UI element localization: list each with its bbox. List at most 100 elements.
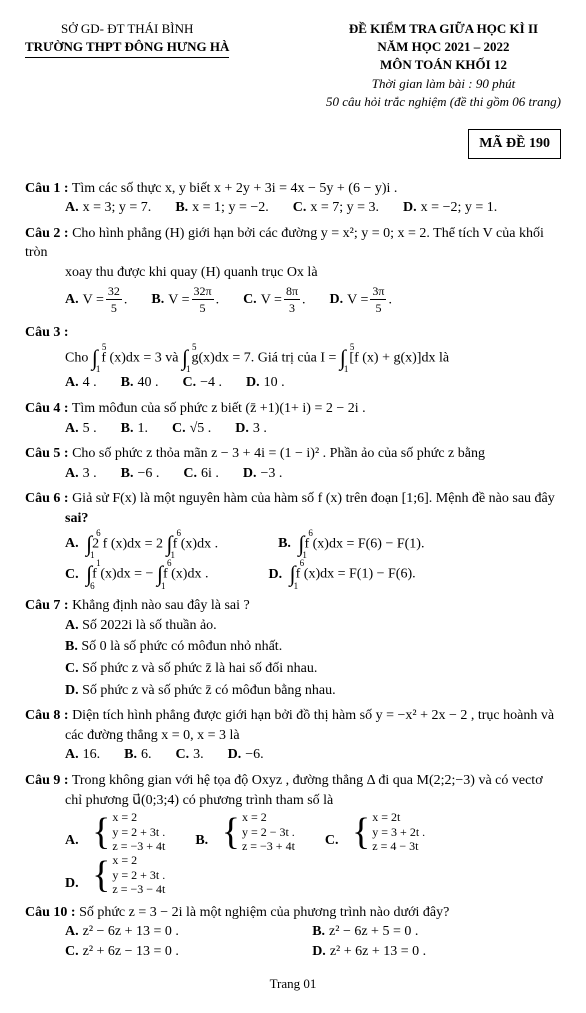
q5-label: Câu 5 : <box>25 446 69 461</box>
q3-label: Câu 3 : <box>25 325 69 340</box>
q8-label: Câu 8 : <box>25 708 69 723</box>
q4-A: A.5 . <box>65 419 97 439</box>
q1-label: Câu 1 : <box>25 181 69 196</box>
q1-B: B.x = 1; y = −2. <box>175 198 268 218</box>
q8-A: A.16. <box>65 745 100 765</box>
q7-D: D. Số phức z và số phức z̄ có môđun bằng… <box>65 681 561 701</box>
q3-options: A.4 . B.40 . C.−4 . D.10 . <box>65 373 561 393</box>
q1-C: C.x = 7; y = 3. <box>293 198 379 218</box>
q1-D: D.x = −2; y = 1. <box>403 198 497 218</box>
school: TRƯỜNG THPT ĐÔNG HƯNG HÀ <box>25 38 229 58</box>
q10-A: A.z² − 6z + 13 = 0 . <box>65 922 288 942</box>
q2-A: A.V =325. <box>65 283 127 318</box>
question-2: Câu 2 : Cho hình phẳng (H) giới hạn bởi … <box>25 224 561 317</box>
q7-options: A. Số 2022i là số thuần ảo. B. Số 0 là s… <box>65 616 561 700</box>
exam-year: NĂM HỌC 2021 – 2022 <box>326 38 561 56</box>
q4-label: Câu 4 : <box>25 401 69 416</box>
q10-C: C.z² + 6z − 13 = 0 . <box>65 942 288 962</box>
q9-text1: Trong không gian với hệ tọa độ Oxyz , đư… <box>72 773 543 788</box>
q6-text: Giả sử F(x) là một nguyên hàm của hàm số… <box>72 491 555 506</box>
q3-B: B.40 . <box>121 373 159 393</box>
q6-label: Câu 6 : <box>25 491 69 506</box>
q1-options: A.x = 3; y = 7. B.x = 1; y = −2. C.x = 7… <box>65 198 561 218</box>
q10-B: B.z² − 6z + 5 = 0 . <box>312 922 535 942</box>
question-8: Câu 8 : Diện tích hình phẳng được giới h… <box>25 706 561 765</box>
q10-text: Số phức z = 3 − 2i là một nghiệm của phư… <box>79 905 449 920</box>
q9-label: Câu 9 : <box>25 773 69 788</box>
q9-text2: chỉ phương u⃗(0;3;4) có phương trình tha… <box>65 791 561 811</box>
q9-B: B. { x = 2y = 2 − 3t .z = −3 + 4t <box>195 810 301 853</box>
q5-options: A.3 . B.−6 . C.6i . D.−3 . <box>65 464 561 484</box>
q6-C: C. ∫16f (x)dx = − ∫61f (x)dx . <box>65 559 208 590</box>
q9-D: D. { x = 2y = 2 + 3t .z = −3 − 4t <box>65 853 171 896</box>
question-10: Câu 10 : Số phức z = 3 − 2i là một nghiệ… <box>25 903 561 962</box>
q9-options: A. { x = 2y = 2 + 3t .z = −3 + 4t B. { x… <box>65 810 561 896</box>
q7-A: A. Số 2022i là số thuần ảo. <box>65 616 561 636</box>
q2-options: A.V =325. B.V =32π5. C.V =8π3. D.V =3π5. <box>65 283 561 318</box>
q4-text: Tìm môđun của số phức z biết (z̄ +1)(1+ … <box>72 401 366 416</box>
question-6: Câu 6 : Giả sử F(x) là một nguyên hàm củ… <box>25 489 561 590</box>
integral-icon: ∫51 <box>92 343 98 374</box>
q8-D: D.−6. <box>228 745 264 765</box>
question-5: Câu 5 : Cho số phức z thỏa mãn z − 3 + 4… <box>25 444 561 483</box>
q9-C: C. { x = 2ty = 3 + 2t .z = 4 − 3t <box>325 810 431 853</box>
q10-label: Câu 10 : <box>25 905 76 920</box>
q10-options: A.z² − 6z + 13 = 0 . B.z² − 6z + 5 = 0 .… <box>65 922 561 961</box>
integral-icon: ∫51 <box>340 343 346 374</box>
q5-D: D.−3 . <box>243 464 283 484</box>
q8-text1: Diện tích hình phẳng được giới hạn bởi đ… <box>72 708 554 723</box>
q2-label: Câu 2 : <box>25 226 69 241</box>
q6-A: A. ∫612 f (x)dx = 2 ∫61f (x)dx . <box>65 529 218 560</box>
q3-body: Cho ∫51 f (x)dx = 3 và ∫51 g(x)dx = 7. G… <box>65 343 561 374</box>
q7-text: Khẳng định nào sau đây là sai ? <box>72 598 250 613</box>
q5-A: A.3 . <box>65 464 97 484</box>
q4-options: A.5 . B.1. C.√5 . D.3 . <box>65 419 561 439</box>
q5-C: C.6i . <box>183 464 219 484</box>
question-3: Câu 3 : Cho ∫51 f (x)dx = 3 và ∫51 g(x)d… <box>25 323 561 393</box>
q2-text1: Cho hình phẳng (H) giới hạn bởi các đườn… <box>25 226 544 261</box>
q6-D: D. ∫61f (x)dx = F(1) − F(6). <box>268 559 415 590</box>
q6-options2: C. ∫16f (x)dx = − ∫61f (x)dx . D. ∫61f (… <box>65 559 561 590</box>
q8-options: A.16. B.6. C.3. D.−6. <box>65 745 561 765</box>
q5-B: B.−6 . <box>121 464 160 484</box>
page-header: SỞ GD- ĐT THÁI BÌNH TRƯỜNG THPT ĐÔNG HƯN… <box>25 20 561 111</box>
q8-B: B.6. <box>124 745 151 765</box>
q2-C: C.V =8π3. <box>243 283 305 318</box>
q4-B: B.1. <box>121 419 148 439</box>
q3-A: A.4 . <box>65 373 97 393</box>
q8-text2: các đường thẳng x = 0, x = 3 là <box>65 726 561 746</box>
header-right: ĐỀ KIỂM TRA GIỮA HỌC KÌ II NĂM HỌC 2021 … <box>326 20 561 111</box>
exam-duration: Thời gian làm bài : 90 phút <box>326 75 561 93</box>
q2-B: B.V =32π5. <box>151 283 219 318</box>
question-7: Câu 7 : Khẳng định nào sau đây là sai ? … <box>25 596 561 700</box>
q7-label: Câu 7 : <box>25 598 69 613</box>
q7-C: C. Số phức z và số phức z̄ là hai số đối… <box>65 659 561 679</box>
q6-options: A. ∫612 f (x)dx = 2 ∫61f (x)dx . B. ∫61f… <box>65 529 561 560</box>
exam-note: 50 câu hỏi trắc nghiệm (đề thi gồm 06 tr… <box>326 93 561 111</box>
dept: SỞ GD- ĐT THÁI BÌNH <box>25 20 229 38</box>
q6-B: B. ∫61f (x)dx = F(6) − F(1). <box>278 529 424 560</box>
q3-C: C.−4 . <box>182 373 222 393</box>
q2-D: D.V =3π5. <box>330 283 392 318</box>
q1-A: A.x = 3; y = 7. <box>65 198 151 218</box>
q6-sai: sai? <box>65 509 561 529</box>
question-9: Câu 9 : Trong không gian với hệ tọa độ O… <box>25 771 561 897</box>
q5-text: Cho số phức z thỏa mãn z − 3 + 4i = (1 −… <box>72 446 485 461</box>
q8-C: C.3. <box>175 745 203 765</box>
exam-code: MÃ ĐỀ 190 <box>468 129 561 159</box>
exam-subject: MÔN TOÁN KHỐI 12 <box>326 56 561 74</box>
exam-title: ĐỀ KIỂM TRA GIỮA HỌC KÌ II <box>326 20 561 38</box>
header-left: SỞ GD- ĐT THÁI BÌNH TRƯỜNG THPT ĐÔNG HƯN… <box>25 20 229 111</box>
q4-D: D.3 . <box>235 419 267 439</box>
q10-D: D.z² + 6z + 13 = 0 . <box>312 942 535 962</box>
q9-A: A. { x = 2y = 2 + 3t .z = −3 + 4t <box>65 810 171 853</box>
question-1: Câu 1 : Tìm các số thực x, y biết x + 2y… <box>25 179 561 218</box>
question-4: Câu 4 : Tìm môđun của số phức z biết (z̄… <box>25 399 561 438</box>
q1-text: Tìm các số thực x, y biết x + 2y + 3i = … <box>72 181 398 196</box>
q4-C: C.√5 . <box>172 419 211 439</box>
page-footer: Trang 01 <box>25 975 561 993</box>
q2-text2: xoay thu được khi quay (H) quanh trục Ox… <box>65 263 561 283</box>
integral-icon: ∫51 <box>182 343 188 374</box>
q3-D: D.10 . <box>246 373 285 393</box>
q7-B: B. Số 0 là số phức có môđun nhỏ nhất. <box>65 637 561 657</box>
